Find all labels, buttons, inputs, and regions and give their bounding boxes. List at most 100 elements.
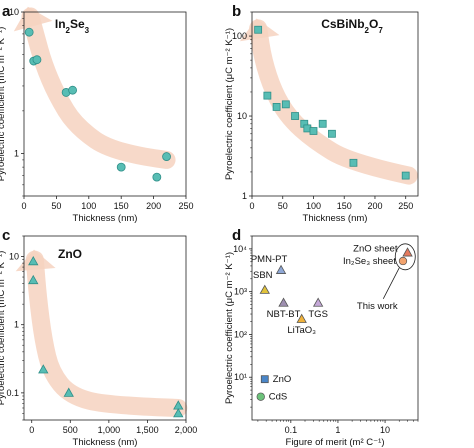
data-point [272,103,281,111]
data-point [173,408,184,418]
panel-title-part: 7 [378,26,383,35]
x-tick-label: 250 [178,201,193,211]
material-label: In₂Se₃ sheet [343,256,396,267]
data-point [318,119,327,128]
x-tick-label: 2,000 [175,425,198,435]
panel-d-letter: d [232,227,241,244]
data-point [24,27,34,37]
x-axis-label: Thickness (nm) [303,213,368,224]
material-point [312,297,324,307]
material-label: NBT-BT [267,309,301,320]
panel-title-part: CsBiNb [321,17,364,31]
y-tick-label: 1 [14,320,19,330]
x-tick-label: 0.1 [285,425,298,435]
x-tick-label: 0 [249,201,254,211]
data-point [152,172,162,182]
material-point [259,284,270,294]
material-label: ZnO [273,374,291,385]
panel-c-chart: 0 500 1,000 1,500 2,000 0.1 1 10 Thickness (nm) P… [0,235,198,448]
data-point [309,127,318,135]
material-point [398,256,408,266]
y-tick-label: 10 [237,111,247,121]
data-point [162,152,171,161]
x-tick-label: 50 [51,201,61,211]
plot-frame [251,11,419,197]
y-tick-label: 10¹ [234,372,247,382]
y-tick-label: 10⁴ [233,244,247,254]
data-point [328,129,336,138]
material-point [260,375,269,384]
panel-title: ZnO [58,247,82,261]
panel-b-letter: b [232,3,241,20]
data-point [291,112,299,120]
material-label: TGS [308,309,328,320]
data-point [263,91,272,100]
panel-title-part: 3 [85,26,90,35]
x-tick-label: 0 [29,425,34,435]
y-axis-label: Pyroelectric coefficient (mC m⁻² K⁻¹) [0,251,7,406]
material-point [278,297,289,307]
x-axis-label: Thickness (nm) [73,437,138,448]
x-tick-label: 1,500 [136,425,159,435]
x-tick-label: 1 [335,425,340,435]
x-tick-label: 200 [146,201,161,211]
data-point [63,387,74,397]
y-axis-label: Pyroelectric coefficient (μC m⁻² K⁻¹) [224,28,235,180]
x-tick-label: 50 [278,201,288,211]
data-point [401,171,410,180]
plot-frame [251,235,419,421]
x-tick-label: 100 [306,201,321,211]
panel-title-part: In [55,17,66,31]
y-tick-label: 0.1 [6,388,19,398]
y-tick-label: 10³ [234,287,247,297]
panel-d-chart: 0.1 1 10 10¹ 10² 10³ 10⁴ Figure of merit (m² C⁻… [224,235,419,448]
trend-arrow-body [25,250,188,417]
panel-a-letter: a [2,3,11,20]
data-point [349,158,358,167]
trend-arrow-head [13,6,53,32]
x-axis-label: Figure of merit (m² C⁻¹) [286,437,385,448]
trend-arrow-body [249,19,418,185]
x-tick-label: 200 [367,201,382,211]
y-tick-label: 10 [9,7,19,17]
x-tick-label: 500 [63,425,78,435]
x-axis-label: Thickness (nm) [73,213,138,224]
panel-title-part: 2 [66,26,71,35]
material-point [275,264,287,274]
y-tick-label: 10² [234,329,247,339]
data-point [32,55,42,65]
data-point [38,364,49,374]
panel-b-chart: 0 50 100 150 200 250 1 10 100 Thickness (nm) Pyroe… [224,11,419,224]
panel-title: In2Se3 [55,17,90,35]
x-tick-label: 100 [81,201,96,211]
y-axis-label: Pyroelectric coefficient (μC m⁻² K⁻¹) [224,252,235,404]
x-tick-label: 150 [114,201,129,211]
material-label: LiTaO₃ [287,325,316,336]
panel-title-part: 2 [365,26,370,35]
x-tick-label: 1,000 [98,425,121,435]
data-point [28,274,39,285]
data-point [68,85,77,95]
x-tick-label: 250 [398,201,413,211]
panel-title-part: Se [70,17,85,31]
material-point [296,313,307,323]
material-label: ZnO sheet [353,244,398,255]
material-point [256,392,265,401]
y-tick-label: 1 [242,191,247,201]
panel-a-chart: 0 50 100 150 200 250 1 10 Thickness (nm) Pyroelec… [0,6,194,224]
panel-c-letter: c [2,227,10,244]
panel-title: CsBiNb2O7 [321,17,383,35]
this-work-leader [382,267,400,299]
data-point [281,100,290,109]
y-axis-label: Pyroelectric coefficient (mC m⁻² K⁻¹) [0,27,7,182]
data-point [116,162,126,172]
x-tick-label: 0 [21,201,26,211]
data-point [28,256,39,266]
material-point [402,247,413,257]
panel-title-part: O [369,17,378,31]
x-tick-label: 150 [337,201,352,211]
data-point [254,25,263,34]
plot-frame [23,11,187,197]
material-label: PMN-PT [251,254,288,265]
